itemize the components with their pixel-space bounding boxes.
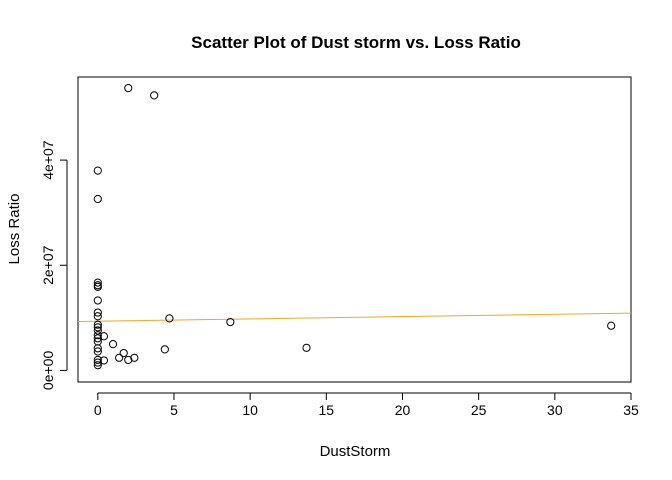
y-tick-label: 0e+00 xyxy=(40,351,56,391)
data-point xyxy=(108,340,118,349)
data-point xyxy=(93,296,102,305)
data-point xyxy=(93,312,102,321)
data-point xyxy=(124,83,133,93)
data-point xyxy=(93,331,102,340)
data-point xyxy=(165,314,174,323)
data-point xyxy=(93,166,102,175)
data-point xyxy=(93,361,102,370)
data-point xyxy=(93,320,102,329)
x-tick-label: 0 xyxy=(94,402,102,418)
x-axis-label: DustStorm xyxy=(320,443,391,460)
x-tick-label: 20 xyxy=(395,402,411,418)
data-point xyxy=(302,343,311,352)
data-point xyxy=(93,326,102,335)
data-point xyxy=(607,321,616,330)
x-tick-label: 10 xyxy=(242,402,258,418)
data-point xyxy=(93,194,102,204)
x-tick-label: 30 xyxy=(547,402,563,418)
data-point xyxy=(93,334,102,343)
data-point xyxy=(150,91,159,100)
y-tick-label: 2e+07 xyxy=(40,245,56,285)
data-point xyxy=(119,348,128,358)
x-tick-label: 15 xyxy=(319,402,335,418)
data-point xyxy=(124,355,133,365)
data-point xyxy=(93,355,102,365)
data-point xyxy=(226,317,235,327)
plot-frame xyxy=(77,76,632,383)
data-point xyxy=(160,345,169,354)
data-point xyxy=(93,323,102,332)
y-tick-label: 4e+07 xyxy=(40,140,56,180)
regression-line-layer xyxy=(77,312,632,323)
data-point xyxy=(93,347,102,356)
data-points xyxy=(93,83,616,370)
x-tick-label: 35 xyxy=(623,402,639,418)
y-axis: 0e+00 2e+07 4e+07 xyxy=(40,140,68,391)
data-point xyxy=(93,282,102,291)
x-tick-label: 5 xyxy=(170,402,178,418)
data-point xyxy=(115,353,124,362)
chart-title: Scatter Plot of Dust storm vs. Loss Rati… xyxy=(191,33,521,52)
x-axis: 0 5 10 15 20 25 30 35 xyxy=(94,392,639,418)
regression-line xyxy=(77,312,632,323)
y-axis-label: Loss Ratio xyxy=(6,194,23,265)
x-tick-label: 25 xyxy=(471,402,487,418)
data-point xyxy=(130,353,139,362)
data-point xyxy=(93,358,102,367)
data-point xyxy=(93,278,102,287)
data-point xyxy=(93,308,102,317)
data-point xyxy=(93,344,102,353)
data-point xyxy=(99,356,108,365)
data-point xyxy=(99,332,108,341)
